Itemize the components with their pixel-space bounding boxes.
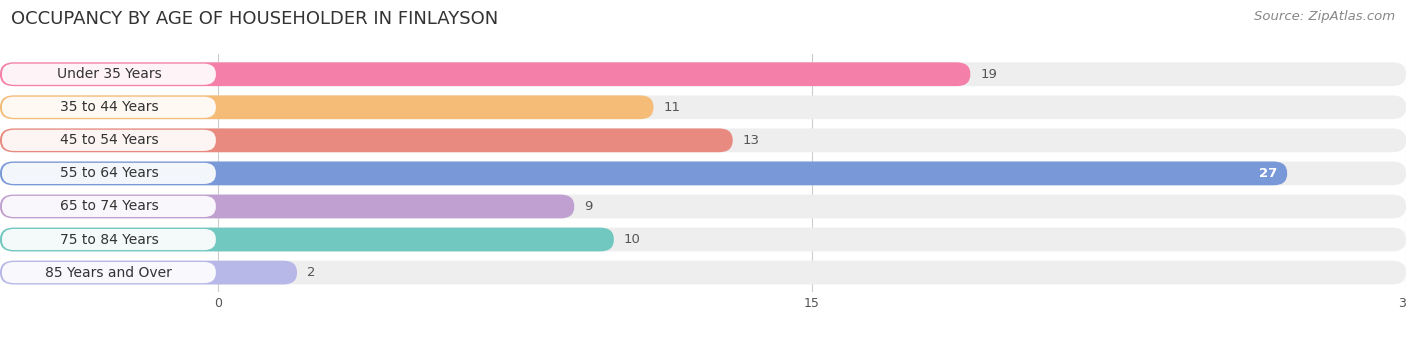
FancyBboxPatch shape (0, 162, 1406, 185)
FancyBboxPatch shape (0, 261, 297, 285)
FancyBboxPatch shape (0, 62, 970, 86)
FancyBboxPatch shape (0, 261, 1406, 285)
FancyBboxPatch shape (1, 196, 217, 217)
Text: 35 to 44 Years: 35 to 44 Years (59, 100, 159, 114)
Text: 19: 19 (980, 68, 997, 81)
Text: OCCUPANCY BY AGE OF HOUSEHOLDER IN FINLAYSON: OCCUPANCY BY AGE OF HOUSEHOLDER IN FINLA… (11, 10, 499, 28)
FancyBboxPatch shape (0, 227, 1406, 251)
FancyBboxPatch shape (1, 229, 217, 250)
FancyBboxPatch shape (0, 62, 1406, 86)
FancyBboxPatch shape (1, 64, 217, 85)
Text: 2: 2 (307, 266, 315, 279)
Text: 75 to 84 Years: 75 to 84 Years (59, 233, 159, 246)
Text: 45 to 54 Years: 45 to 54 Years (59, 133, 159, 147)
FancyBboxPatch shape (0, 227, 614, 251)
Text: 65 to 74 Years: 65 to 74 Years (59, 200, 159, 214)
FancyBboxPatch shape (0, 194, 574, 218)
FancyBboxPatch shape (0, 96, 1406, 119)
FancyBboxPatch shape (0, 162, 1286, 185)
Text: 9: 9 (583, 200, 592, 213)
Text: Under 35 Years: Under 35 Years (56, 67, 162, 81)
Text: 10: 10 (624, 233, 641, 246)
FancyBboxPatch shape (1, 163, 217, 184)
Text: 11: 11 (664, 101, 681, 114)
FancyBboxPatch shape (0, 194, 1406, 218)
Text: Source: ZipAtlas.com: Source: ZipAtlas.com (1254, 10, 1395, 23)
FancyBboxPatch shape (0, 129, 1406, 152)
FancyBboxPatch shape (1, 97, 217, 118)
FancyBboxPatch shape (1, 130, 217, 151)
FancyBboxPatch shape (1, 262, 217, 283)
Text: 85 Years and Over: 85 Years and Over (45, 266, 173, 279)
FancyBboxPatch shape (0, 129, 733, 152)
FancyBboxPatch shape (0, 96, 654, 119)
Text: 55 to 64 Years: 55 to 64 Years (59, 166, 159, 181)
Text: 13: 13 (742, 134, 759, 147)
Text: 27: 27 (1258, 167, 1277, 180)
